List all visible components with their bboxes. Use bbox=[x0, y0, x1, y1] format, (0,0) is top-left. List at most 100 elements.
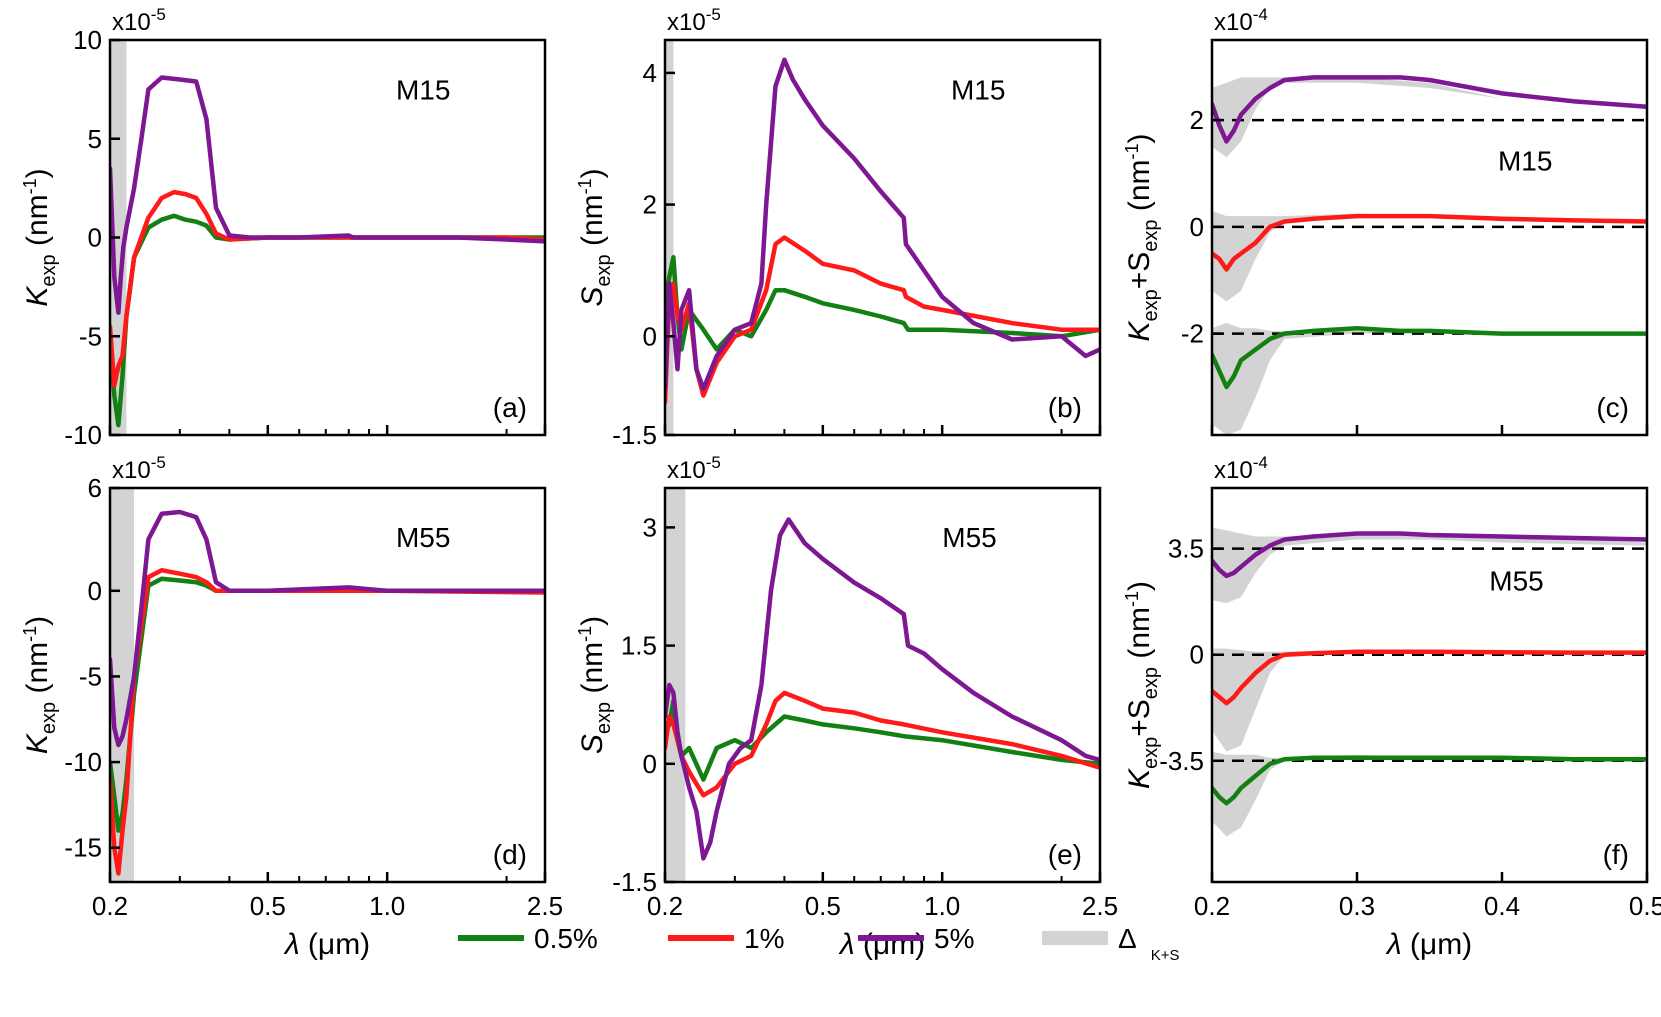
plot-area-f bbox=[1212, 527, 1647, 837]
plot-area-b bbox=[665, 40, 1100, 435]
panels-group: -10 -5 0 5 10 x10-5 Kexp (nm-1) M15 (a) -1.5 0 2 4 x1… bbox=[20, 5, 1661, 961]
x-tick-label: 0.4 bbox=[1484, 891, 1520, 921]
plot-area-d bbox=[110, 488, 545, 882]
series-line-r1 bbox=[1212, 649, 1647, 706]
series-line-g05 bbox=[110, 576, 545, 833]
plot-area-c bbox=[1212, 75, 1647, 435]
sample-label: M55 bbox=[942, 522, 996, 553]
x-tick-label: 2.5 bbox=[1082, 891, 1118, 921]
y-tick-label: -1.5 bbox=[612, 420, 657, 450]
y-axis-title: Kexp (nm-1) bbox=[20, 168, 60, 306]
panel-a: -10 -5 0 5 10 x10-5 Kexp (nm-1) M15 (a) bbox=[20, 5, 547, 450]
y-tick-label: 0 bbox=[1190, 212, 1204, 242]
series-line-r1 bbox=[110, 189, 545, 388]
series-line-g05 bbox=[1212, 325, 1647, 390]
legend-label: ΔK+S bbox=[1118, 923, 1179, 964]
uncertainty-band-2 bbox=[1212, 648, 1647, 752]
panel-f: 0.2 0.3 0.4 0.5 -3.5 0 3.5 x10-4 Kexp+Sexp (nm-1… bbox=[1122, 453, 1661, 961]
y-tick-label: -5 bbox=[79, 661, 102, 691]
plot-area-e bbox=[665, 488, 1100, 882]
x-axis-title: λ (μm) bbox=[838, 928, 925, 961]
plot-area-a bbox=[110, 40, 545, 435]
y-tick-label: 0 bbox=[1190, 640, 1204, 670]
y-tick-label: -2 bbox=[1181, 319, 1204, 349]
y-tick-label: 4 bbox=[643, 58, 657, 88]
y-axis-title: Kexp+Sexp (nm-1) bbox=[1122, 581, 1162, 789]
y-axis-title: Sexp (nm-1) bbox=[575, 168, 615, 306]
sample-label: M15 bbox=[396, 74, 450, 105]
legend-swatch bbox=[1042, 931, 1108, 945]
panel-label: (e) bbox=[1048, 839, 1082, 870]
scale-multiplier: x10-5 bbox=[112, 453, 166, 484]
series-line-g05 bbox=[110, 213, 545, 428]
sample-label: M55 bbox=[396, 522, 450, 553]
x-tick-label: 2.5 bbox=[527, 891, 563, 921]
x-tick-label: 1.0 bbox=[924, 891, 960, 921]
legend-label: 1% bbox=[744, 923, 784, 954]
panel-c: -2 0 2 x10-4 Kexp+Sexp (nm-1) M15 (c) bbox=[1122, 5, 1649, 437]
axes-frame bbox=[108, 486, 547, 884]
series-line-p5 bbox=[1212, 531, 1647, 579]
legend: 0.5% 1% 5% ΔK+S bbox=[458, 923, 1179, 964]
scale-multiplier: x10-4 bbox=[1214, 453, 1268, 484]
y-tick-label: 10 bbox=[73, 25, 102, 55]
x-tick-label: 0.3 bbox=[1339, 891, 1375, 921]
sample-label: M15 bbox=[951, 74, 1005, 105]
scale-multiplier: x10-5 bbox=[112, 5, 166, 36]
uncertainty-band-2 bbox=[1212, 210, 1647, 302]
y-axis-title: Kexp+Sexp (nm-1) bbox=[1122, 133, 1162, 341]
legend-item-g05: 0.5% bbox=[458, 923, 598, 954]
y-tick-label: 5 bbox=[88, 124, 102, 154]
axes-frame bbox=[1210, 486, 1649, 884]
y-tick-label: 0 bbox=[88, 576, 102, 606]
y-tick-label: 6 bbox=[88, 473, 102, 503]
scale-multiplier: x10-5 bbox=[667, 5, 721, 36]
y-tick-label: -10 bbox=[64, 420, 102, 450]
scale-multiplier: x10-5 bbox=[667, 453, 721, 484]
x-tick-label: 1.0 bbox=[369, 891, 405, 921]
legend-item-p5: 5% bbox=[858, 923, 974, 954]
series-line-p5 bbox=[110, 509, 545, 748]
panel-label: (b) bbox=[1048, 392, 1082, 423]
uncertainty-band-3 bbox=[1212, 751, 1647, 837]
series-line-p5 bbox=[1212, 75, 1647, 144]
y-axis-title: Kexp (nm-1) bbox=[20, 616, 60, 754]
y-tick-label: 1.5 bbox=[621, 631, 657, 661]
y-tick-label: -15 bbox=[64, 833, 102, 863]
legend-item-band: ΔK+S bbox=[1042, 923, 1179, 964]
panel-label: (a) bbox=[493, 392, 527, 423]
series-line-r1 bbox=[1212, 213, 1647, 272]
panel-label: (c) bbox=[1596, 392, 1629, 423]
y-axis-title: Sexp (nm-1) bbox=[575, 616, 615, 754]
panel-label: (d) bbox=[493, 839, 527, 870]
panel-b: -1.5 0 2 4 x10-5 Sexp (nm-1) M15 (b) bbox=[575, 5, 1102, 450]
legend-item-r1: 1% bbox=[668, 923, 784, 954]
panel-label: (f) bbox=[1603, 839, 1629, 870]
x-tick-label: 0.2 bbox=[647, 891, 683, 921]
legend-label: 5% bbox=[934, 923, 974, 954]
y-tick-label: 3 bbox=[643, 512, 657, 542]
y-tick-label: 0 bbox=[643, 321, 657, 351]
panel-d: 0.2 0.5 1.0 2.5 -15 -10 -5 0 6 x10-5 Kexp (nm-1) λ … bbox=[20, 453, 563, 961]
y-tick-label: -10 bbox=[64, 747, 102, 777]
series-line-p5 bbox=[110, 75, 545, 315]
axes-frame bbox=[663, 38, 1102, 437]
series-line-p5 bbox=[665, 517, 1100, 861]
y-tick-label: 0 bbox=[88, 223, 102, 253]
x-tick-label: 0.2 bbox=[92, 891, 128, 921]
x-axis-title: λ (μm) bbox=[283, 928, 370, 961]
y-tick-label: -5 bbox=[79, 321, 102, 351]
series-line-g05 bbox=[1212, 755, 1647, 806]
axes-frame bbox=[663, 486, 1102, 884]
shaded-region bbox=[665, 40, 674, 435]
shaded-region bbox=[665, 488, 686, 882]
y-tick-label: -3.5 bbox=[1159, 746, 1204, 776]
y-tick-label: 2 bbox=[643, 190, 657, 220]
x-tick-label: 0.2 bbox=[1194, 891, 1230, 921]
y-tick-label: 2 bbox=[1190, 105, 1204, 135]
x-tick-label: 0.5 bbox=[1629, 891, 1661, 921]
y-tick-label: -1.5 bbox=[612, 867, 657, 897]
x-tick-label: 0.5 bbox=[250, 891, 286, 921]
uncertainty-band-3 bbox=[1212, 322, 1647, 435]
series-line-r1 bbox=[110, 567, 545, 876]
